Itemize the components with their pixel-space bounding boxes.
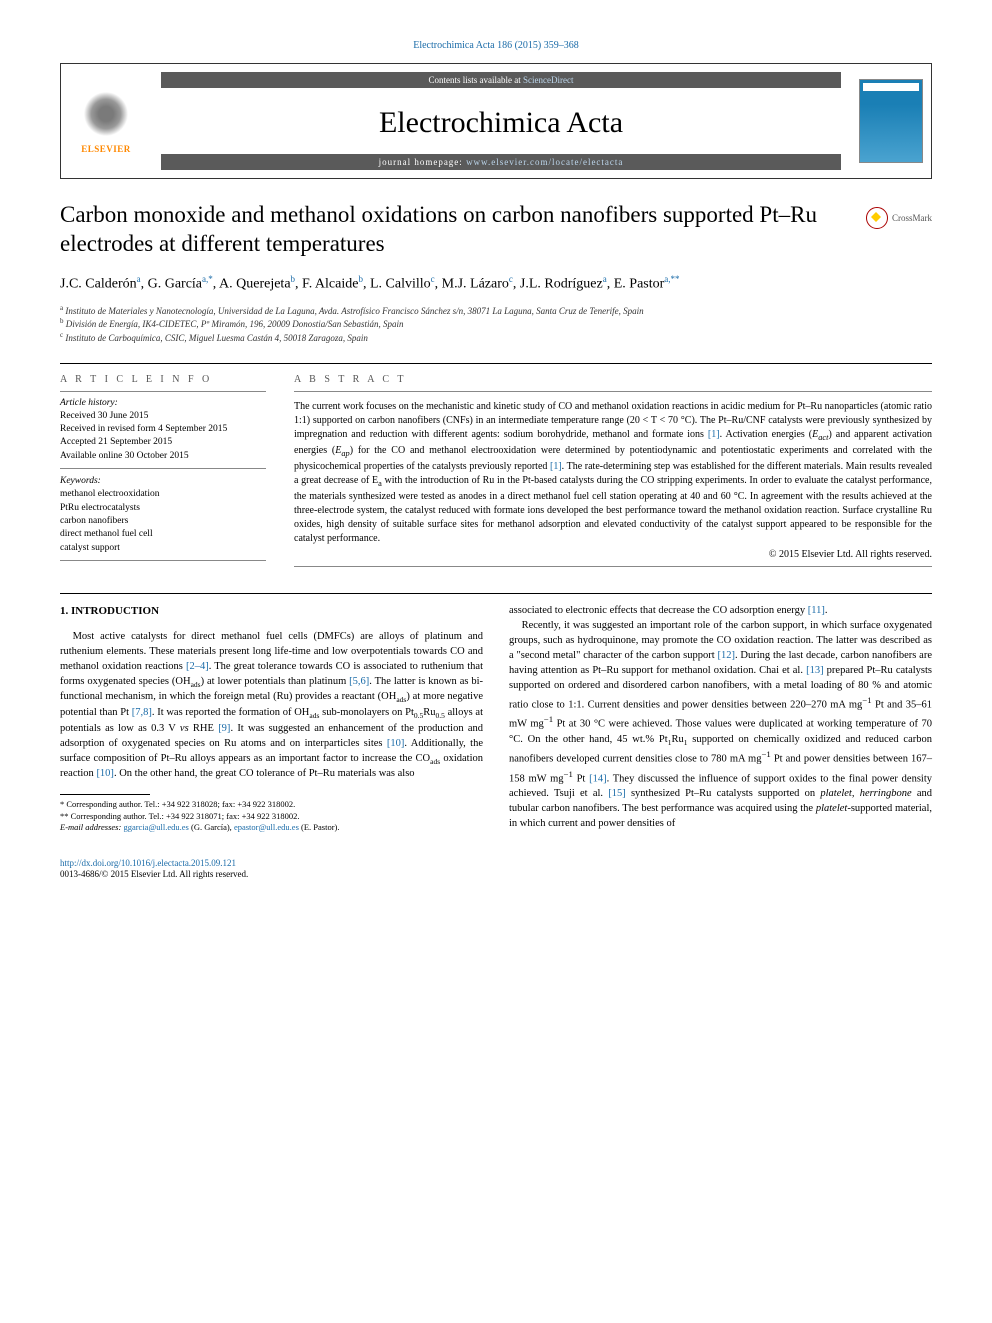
journal-citation[interactable]: Electrochimica Acta 186 (2015) 359–368 [60, 40, 932, 51]
crossmark-label: CrossMark [892, 213, 932, 223]
journal-cover-thumb[interactable] [851, 64, 931, 178]
history-received: Received 30 June 2015 [60, 410, 266, 423]
intro-heading: 1. INTRODUCTION [60, 604, 483, 620]
author-footnotes: * Corresponding author. Tel.: +34 922 31… [60, 794, 483, 833]
article-history: Article history: Received 30 June 2015 R… [60, 397, 266, 463]
email-pastor[interactable]: epastor@ull.edu.es [234, 822, 299, 832]
keyword-0: methanol electrooxidation [60, 488, 266, 501]
abstract-label: A B S T R A C T [294, 374, 932, 385]
body-text: 1. INTRODUCTION Most active catalysts fo… [60, 604, 932, 833]
crossmark-badge[interactable]: CrossMark [866, 201, 932, 229]
abstract-text: The current work focuses on the mechanis… [294, 400, 932, 547]
contents-line: Contents lists available at ScienceDirec… [161, 72, 841, 88]
issn-copyright: 0013-4686/© 2015 Elsevier Ltd. All right… [60, 869, 932, 881]
keyword-3: direct methanol fuel cell [60, 528, 266, 541]
abstract-copyright: © 2015 Elsevier Ltd. All rights reserved… [294, 549, 932, 560]
sciencedirect-link[interactable]: ScienceDirect [523, 75, 573, 85]
page-footer: http://dx.doi.org/10.1016/j.electacta.20… [60, 858, 932, 881]
journal-header: ELSEVIER Contents lists available at Sci… [60, 63, 932, 179]
elsevier-tree-icon [80, 88, 132, 140]
body-p3: Recently, it was suggested an important … [509, 619, 932, 832]
cover-image-icon [859, 79, 923, 163]
affiliation-b: b División de Energía, IK4-CIDETEC, Pº M… [60, 317, 932, 331]
journal-name: Electrochimica Acta [161, 106, 841, 140]
footnote-corresponding-1: * Corresponding author. Tel.: +34 922 31… [60, 799, 483, 810]
footnote-emails: E-mail addresses: ggarcia@ull.edu.es (G.… [60, 822, 483, 833]
history-accepted: Accepted 21 September 2015 [60, 436, 266, 449]
email-garcia[interactable]: ggarcia@ull.edu.es [123, 822, 188, 832]
keyword-1: PtRu electrocatalysts [60, 502, 266, 515]
elsevier-logo[interactable]: ELSEVIER [61, 64, 151, 178]
homepage-line: journal homepage: www.elsevier.com/locat… [161, 154, 841, 170]
section-divider [60, 363, 932, 364]
homepage-prefix: journal homepage: [379, 157, 466, 167]
body-p2: associated to electronic effects that de… [509, 604, 932, 619]
abstract-column: A B S T R A C T The current work focuses… [294, 374, 932, 568]
history-label: Article history: [60, 397, 266, 410]
elsevier-text: ELSEVIER [81, 144, 131, 154]
keyword-2: carbon nanofibers [60, 515, 266, 528]
header-center: Contents lists available at ScienceDirec… [151, 64, 851, 178]
keywords-label: Keywords: [60, 475, 266, 488]
article-title: Carbon monoxide and methanol oxidations … [60, 201, 852, 259]
authors-list: J.C. Calderóna, G. Garcíaa,*, A. Quereje… [60, 273, 932, 294]
homepage-url[interactable]: www.elsevier.com/locate/electacta [466, 157, 623, 167]
affiliation-a: a Instituto de Materiales y Nanotecnolog… [60, 304, 932, 318]
section-divider-2 [60, 593, 932, 594]
affiliations: a Instituto de Materiales y Nanotecnolog… [60, 304, 932, 345]
body-p1: Most active catalysts for direct methano… [60, 630, 483, 782]
doi-link[interactable]: http://dx.doi.org/10.1016/j.electacta.20… [60, 858, 236, 868]
history-revised: Received in revised form 4 September 201… [60, 423, 266, 436]
crossmark-icon [866, 207, 888, 229]
footnote-corresponding-2: ** Corresponding author. Tel.: +34 922 3… [60, 811, 483, 822]
article-info-column: A R T I C L E I N F O Article history: R… [60, 374, 266, 568]
keyword-4: catalyst support [60, 542, 266, 555]
contents-prefix: Contents lists available at [429, 75, 523, 85]
article-info-label: A R T I C L E I N F O [60, 374, 266, 385]
history-online: Available online 30 October 2015 [60, 450, 266, 463]
affiliation-c: c Instituto de Carboquímica, CSIC, Migue… [60, 331, 932, 345]
keywords-block: Keywords: methanol electrooxidation PtRu… [60, 475, 266, 555]
